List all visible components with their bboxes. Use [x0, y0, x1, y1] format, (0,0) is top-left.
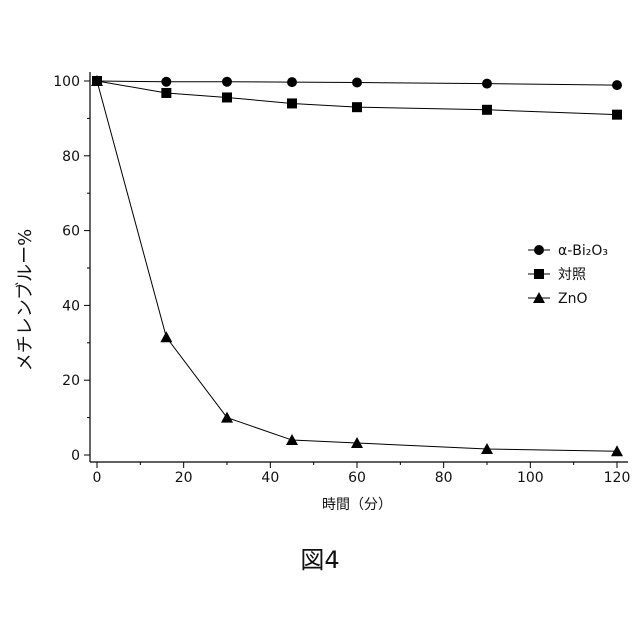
x-tick-label: 120	[604, 470, 631, 486]
y-tick-label: 60	[62, 224, 80, 240]
y-tick-label: 100	[53, 74, 80, 90]
data-point	[287, 77, 297, 87]
series-layer	[91, 75, 623, 456]
x-tick-label: 40	[261, 470, 279, 486]
series-circle	[92, 76, 622, 90]
x-tick-label: 20	[175, 470, 193, 486]
data-point	[612, 80, 622, 90]
x-tick-label: 100	[517, 470, 544, 486]
y-axis-label: メチレンブルー%	[14, 229, 36, 372]
y-tick-label: 20	[62, 373, 80, 389]
legend-label: 対照	[558, 267, 586, 283]
legend: α-Bi₂O₃ 対照 ZnO	[528, 243, 608, 307]
data-point	[482, 79, 492, 89]
y-tick-label: 0	[71, 448, 80, 464]
x-tick-label: 60	[348, 470, 366, 486]
legend-label: ZnO	[558, 291, 587, 307]
data-point	[482, 105, 492, 115]
data-point	[287, 98, 297, 108]
x-axis-label: 時間（分）	[322, 497, 392, 513]
data-point	[222, 92, 232, 102]
series-line	[97, 81, 617, 451]
legend-label: α-Bi₂O₃	[558, 243, 608, 259]
figure-caption: 図4	[0, 540, 640, 575]
data-point	[221, 412, 233, 423]
x-tick-label: 0	[93, 470, 102, 486]
legend-marker	[534, 245, 544, 255]
x-tick-label: 80	[435, 470, 453, 486]
y-tick-label: 40	[62, 298, 80, 314]
data-point	[352, 77, 362, 87]
data-point	[612, 110, 622, 120]
data-point	[161, 77, 171, 87]
data-point	[352, 102, 362, 112]
series-triangle	[91, 75, 623, 456]
legend-marker	[534, 269, 544, 279]
data-point	[286, 434, 298, 445]
y-tick-label: 80	[62, 149, 80, 165]
data-point	[160, 331, 172, 342]
data-point	[161, 88, 171, 98]
data-point	[222, 77, 232, 87]
